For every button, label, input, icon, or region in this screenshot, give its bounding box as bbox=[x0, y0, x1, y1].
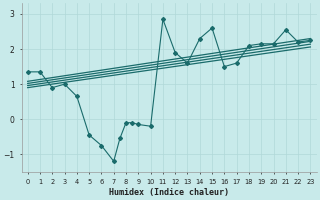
X-axis label: Humidex (Indice chaleur): Humidex (Indice chaleur) bbox=[109, 188, 229, 197]
